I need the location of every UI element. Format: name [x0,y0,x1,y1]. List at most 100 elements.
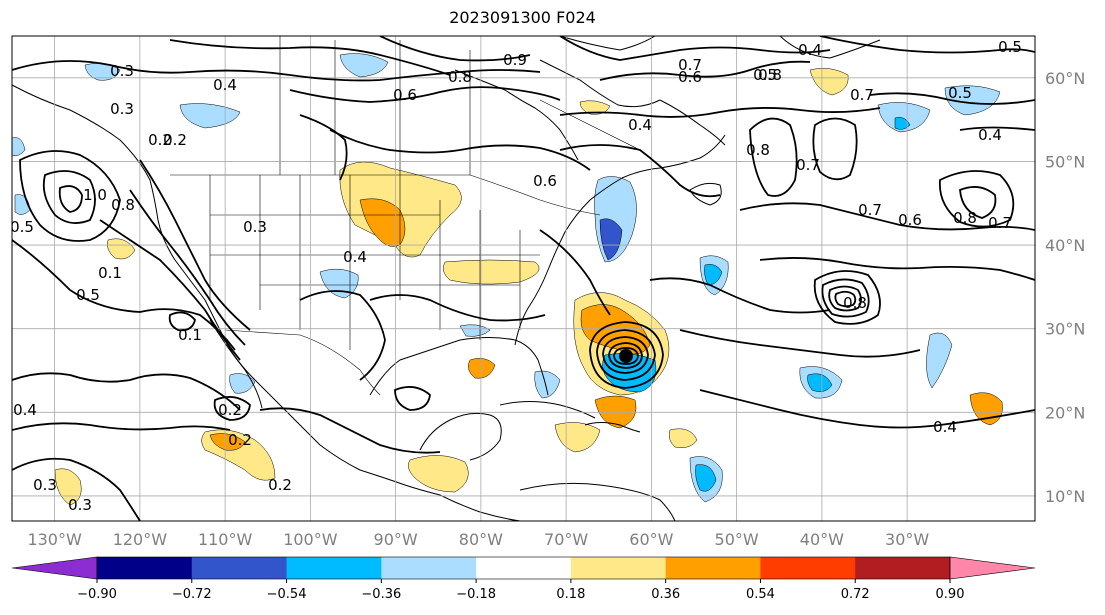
contour-label: 0.2 [148,131,172,149]
lon-label: 130°W [27,530,82,549]
coast-baja [209,319,263,409]
contour-east-2 [649,277,831,314]
contour-label: 0.2 [228,431,252,449]
contour-label: 0.6 [533,172,557,190]
contour-label: 0.8 [953,209,977,227]
lon-label: 70°W [544,530,588,549]
lat-axis-labels: 10°N 20°N 30°N 40°N 50°N 60°N [1045,69,1085,506]
state-lines [209,175,540,350]
contour-north-6 [599,60,811,81]
shade-negative-florida [534,370,561,399]
lon-label: 30°W [885,530,929,549]
colorbar-segment [570,557,667,579]
contour-hurr-1 [589,321,664,389]
coast-arctic [559,36,656,51]
contour-label: 0.7 [988,214,1012,232]
shade-positive-gulf [468,358,496,379]
contour-north-4 [379,36,531,62]
lon-label: 80°W [459,530,503,549]
contour-south-2 [12,422,231,431]
contour-label: 0.8 [843,294,867,312]
coast-newfoundland [689,182,722,206]
contour-atl-loop-1 [749,117,798,197]
contour-north-box [559,144,721,198]
shade-negative-nw-edge [12,137,26,157]
coast-hudson [454,69,579,161]
colorbar-segment [760,557,856,579]
contour-north-7 [559,107,881,118]
colorbar-segment [855,557,951,579]
map-frame [11,35,1036,522]
contour-label: 0.4 [628,116,652,134]
contour-mid-north [299,114,348,181]
contour-label: 0.7 [678,56,702,74]
contour-atl-loop-4 [959,186,997,219]
colorbar-segment [665,557,761,579]
contour-label: 0.5 [948,84,972,102]
lat-label: 40°N [1045,236,1085,255]
contour-label: 0.7 [858,201,882,219]
contour-label: 0.4 [213,76,237,94]
contour-label: 0.2 [268,476,292,494]
contour-low-1 [813,270,881,325]
coast-yucatan [419,412,502,461]
contour-pacific-3 [129,189,246,346]
contour-atl-loop-3 [938,170,1015,228]
shade-negative-labrador-core [894,117,911,130]
shade-positive-centralam [408,455,469,493]
lon-axis-labels: 130°W 120°W 110°W 100°W 90°W 80°W 70°W 60°W 50°W… [27,530,929,549]
contour-label: 0.4 [343,248,367,266]
contour-label: 0.6 [898,211,922,229]
colorbar-tick-label: 0.18 [556,587,585,602]
colorbar-tick-label: 0.72 [841,587,870,602]
state-borders [170,36,641,396]
lat-label: 50°N [1045,152,1085,171]
contour-hurr-5 [613,347,639,365]
contour-south-1 [12,372,241,411]
contour-central-3 [259,407,441,454]
shade-negative-gom [459,324,491,337]
contour-gulf-loop [394,386,431,411]
map-title: 2023091300 F024 [449,8,596,27]
coast-cuba [499,401,596,419]
contour-low-3 [828,285,862,312]
contour-label: 0.3 [110,100,134,118]
contour-central-1 [299,290,386,381]
contour-label: 0.8 [758,66,782,84]
shade-negative-labrador [877,102,931,133]
contour-east-5 [739,202,1035,231]
contour-east-6 [759,257,1035,281]
coast-hispaniola [584,422,641,433]
shade-negative-caribbean-core [695,464,717,492]
shade-negative-newengland-core [599,218,623,261]
coast-hudson-east [539,59,661,108]
contour-atl-loop-2 [812,117,858,181]
contour-label: 0.4 [798,41,822,59]
contour-label: 0.6 [393,86,417,104]
lat-label: 30°N [1045,320,1085,339]
shade-negative-mexico [229,373,256,394]
coast-northeast [621,134,726,179]
contour-label: 0.7 [796,156,820,174]
map-content: 0.3 0.4 0.6 0.2 0.8 0.9 0.8 0.7 0.6 0.5 0.4 0.5 0.4 0… [10,36,1035,521]
contour-south-3 [12,457,141,521]
contour-hurr-2 [596,329,656,381]
colorbar-outline [96,556,951,580]
contour-label: 0.5 [10,218,34,236]
contour-pacific-4 [139,159,251,331]
colorbar-tick-label: −0.36 [361,587,401,602]
contour-label: 0.7 [850,86,874,104]
shade-negative-canada [339,53,389,78]
contour-label: 0.1 [178,326,202,344]
shade-negative-atlantic1-core [704,264,723,286]
contour-label: 0.3 [33,476,57,494]
coast-gulf [369,337,549,396]
shade-negative-atlantic2-core [807,373,833,392]
shade-negative-east [926,332,953,389]
lat-label: 10°N [1045,487,1085,506]
us-mexico-border [224,329,381,396]
contour-label: 0.5 [753,66,777,84]
contour-label: 0.9 [503,51,527,69]
contour-west-2 [42,170,96,224]
